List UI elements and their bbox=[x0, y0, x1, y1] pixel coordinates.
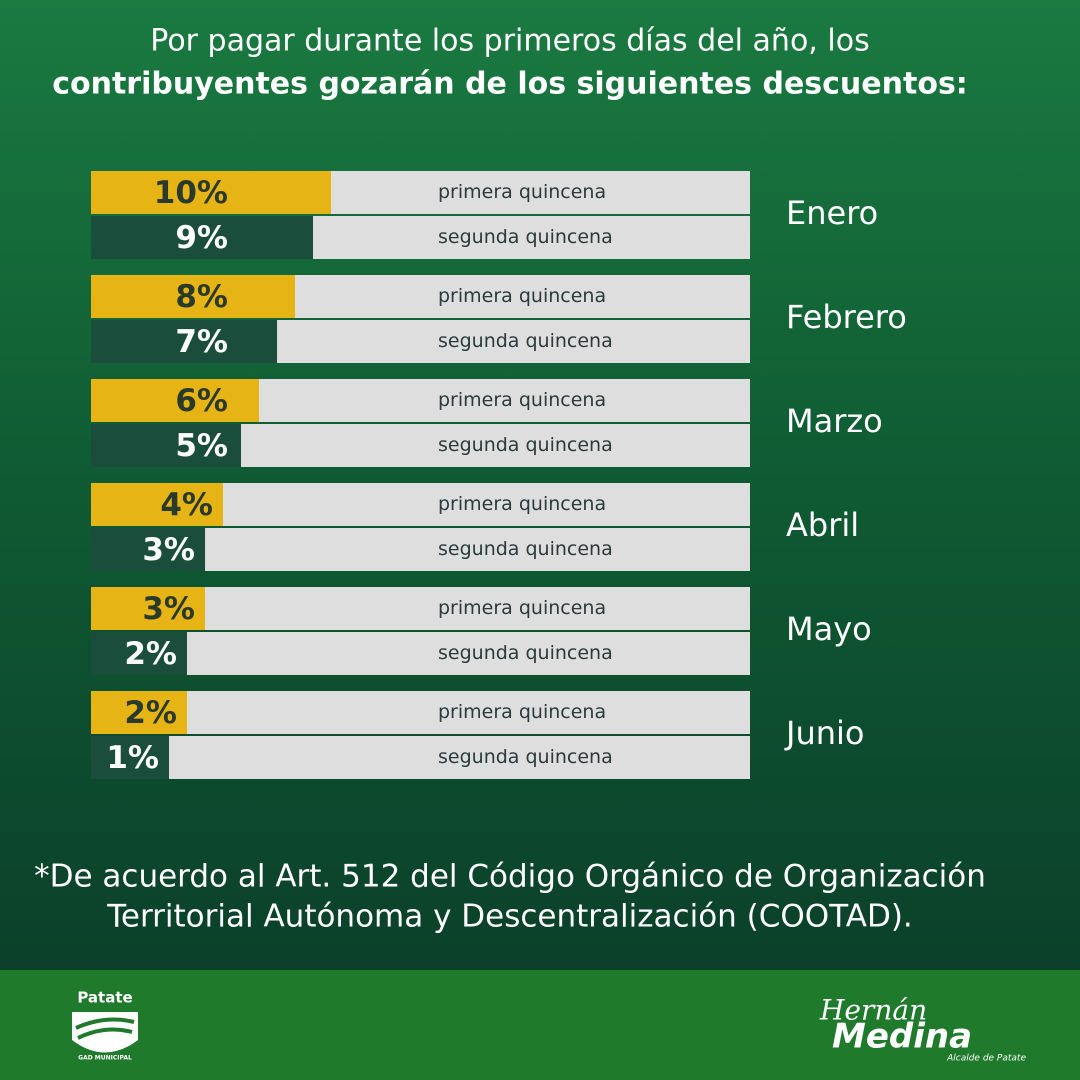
series-label: primera quincena bbox=[438, 701, 606, 723]
value-label: 3% bbox=[142, 532, 195, 568]
bar bbox=[91, 379, 259, 422]
bar bbox=[91, 528, 205, 571]
logo-left: Patate GAD MUNICIPAL bbox=[72, 989, 138, 1062]
footnote: *De acuerdo al Art. 512 del Código Orgán… bbox=[34, 859, 986, 895]
month-label: Febrero bbox=[786, 298, 907, 336]
bar bbox=[91, 424, 241, 467]
bar bbox=[91, 216, 313, 259]
footnote: Territorial Autónoma y Descentralización… bbox=[106, 899, 913, 935]
logo-caption: Alcalde de Patate bbox=[946, 1054, 1026, 1064]
value-label: 2% bbox=[124, 695, 177, 731]
series-label: segunda quincena bbox=[438, 226, 613, 248]
month-label: Abril bbox=[786, 506, 859, 544]
bar bbox=[91, 483, 223, 526]
series-label: segunda quincena bbox=[438, 642, 613, 664]
bar bbox=[91, 632, 187, 675]
value-label: 6% bbox=[175, 383, 228, 419]
bar-track bbox=[91, 736, 750, 779]
subtitle: contribuyentes gozarán de los siguientes… bbox=[52, 67, 968, 102]
month-label: Junio bbox=[784, 714, 864, 752]
footer-band bbox=[0, 970, 1080, 1080]
bar bbox=[91, 275, 295, 318]
bar bbox=[91, 320, 277, 363]
series-label: primera quincena bbox=[438, 597, 606, 619]
month-label: Mayo bbox=[786, 610, 872, 648]
logo-name: Patate bbox=[77, 989, 132, 1007]
month-label: Enero bbox=[786, 194, 878, 232]
series-label: primera quincena bbox=[438, 493, 606, 515]
value-label: 1% bbox=[106, 740, 159, 776]
series-label: segunda quincena bbox=[438, 330, 613, 352]
bar bbox=[91, 736, 169, 779]
value-label: 3% bbox=[142, 591, 195, 627]
value-label: 7% bbox=[175, 324, 228, 360]
value-label: 10% bbox=[154, 175, 228, 211]
bar bbox=[91, 691, 187, 734]
value-label: 9% bbox=[175, 220, 228, 256]
series-label: primera quincena bbox=[438, 389, 606, 411]
bar bbox=[91, 171, 331, 214]
bar-track bbox=[91, 632, 750, 675]
series-label: segunda quincena bbox=[438, 434, 613, 456]
value-label: 5% bbox=[175, 428, 228, 464]
month-label: Marzo bbox=[786, 402, 883, 440]
series-label: primera quincena bbox=[438, 285, 606, 307]
value-label: 4% bbox=[160, 487, 213, 523]
value-label: 2% bbox=[124, 636, 177, 672]
bar bbox=[91, 587, 205, 630]
series-label: segunda quincena bbox=[438, 746, 613, 768]
title: Por pagar durante los primeros días del … bbox=[150, 24, 869, 59]
bar-track bbox=[91, 691, 750, 734]
logo-last: Medina bbox=[832, 1017, 972, 1057]
logo-caption: GAD MUNICIPAL bbox=[78, 1055, 132, 1062]
series-label: segunda quincena bbox=[438, 538, 613, 560]
logo-first: Hernán bbox=[819, 994, 927, 1027]
value-label: 8% bbox=[175, 279, 228, 315]
logo-lines bbox=[75, 1017, 135, 1040]
logo-right: Hernán Medina Alcalde de Patate bbox=[819, 994, 1026, 1064]
series-label: primera quincena bbox=[438, 181, 606, 203]
